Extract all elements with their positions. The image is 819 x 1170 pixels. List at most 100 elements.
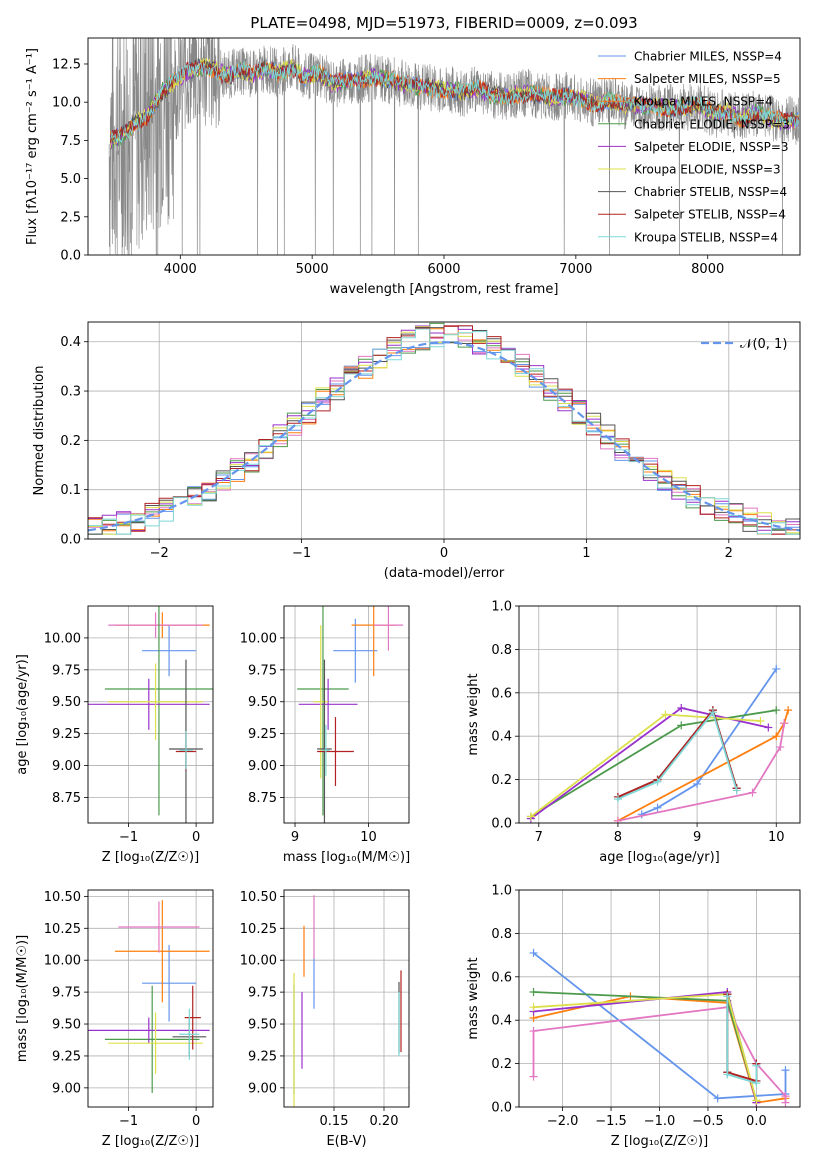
y-axis-label: Flux [fλ10⁻¹⁷ erg cm⁻² s⁻¹ A⁻¹] (25, 48, 40, 245)
y-tick-label: 9.00 (52, 759, 81, 774)
y-tick-label: 10.25 (240, 922, 277, 937)
x-axis-label: wavelength [Angstrom, rest frame] (330, 282, 559, 297)
x-tick-label: 4000 (164, 262, 197, 277)
y-tick-label: 9.25 (248, 1049, 277, 1064)
data-point-marker (637, 810, 646, 819)
panel-5: 7 8 9 10 0.0 0.2 0.4 0.6 0.8 1.0 age [log₁₀(age/yr… (466, 600, 801, 865)
y-tick-label: 0.2 (491, 773, 512, 788)
y-tick-label: 10.00 (240, 631, 277, 646)
data-point-marker (781, 1066, 790, 1075)
y-tick-label: 10.00 (240, 954, 277, 969)
plot-area (293, 895, 402, 1107)
y-tick-label: 10.00 (44, 954, 81, 969)
data-point-marker (752, 1079, 761, 1088)
y-tick-label: 9.75 (248, 663, 277, 678)
x-tick-label: 1 (582, 546, 590, 561)
x-axis-label: Z [log₁₀(Z/Z☉)] (611, 1134, 708, 1149)
x-tick-label: 8 (614, 830, 622, 845)
data-point-marker (529, 1027, 538, 1036)
y-axis-label: Normed distribution (32, 366, 47, 496)
legend-label-7: Chabrier STELIB, NSSP=4 (634, 185, 787, 199)
axes-frame (87, 321, 801, 540)
data-point-marker (653, 777, 662, 786)
legend-label-1: Chabrier MILES, NSSP=4 (634, 50, 782, 64)
plot-area (88, 900, 210, 1093)
x-tick-label: −1.5 (595, 1114, 627, 1129)
data-point-marker (723, 992, 732, 1001)
panel-8: −2.0 −1.5 −1.0 −0.5 0.0 0.0 0.2 0.4 0.6 0.8 1.0 Z [… (466, 884, 801, 1149)
data-point-marker (772, 732, 781, 741)
axes-frame (283, 605, 410, 824)
normal-curve-line (88, 341, 800, 532)
mass-weight-line-2 (617, 709, 789, 822)
y-tick-label: 10.50 (240, 890, 277, 905)
data-point-marker (772, 664, 781, 673)
plot-area (529, 948, 790, 1107)
x-tick-label: 2 (725, 546, 733, 561)
panel-2: −2 −1 0 1 2 0.0 0.1 0.2 0.3 0.4 (data-model)/error… (32, 321, 801, 581)
legend-label-2: Salpeter MILES, NSSP=5 (634, 72, 781, 86)
y-axis-label: mass [log₁₀(M/M☉)] (15, 935, 30, 1062)
legend-label: 𝒩(0, 1) (740, 337, 787, 352)
mass-weight-line-9 (726, 996, 758, 1085)
axes-frame (87, 605, 214, 824)
y-tick-label: 9.00 (52, 1081, 81, 1096)
mass-weight-line-6 (530, 713, 761, 818)
y-axis-label: mass weight (466, 957, 481, 1039)
y-tick-label: 10.00 (44, 631, 81, 646)
y-tick-label: 9.75 (52, 986, 81, 1001)
y-tick-label: 9.50 (52, 1018, 81, 1033)
y-tick-label: 2.5 (60, 210, 81, 225)
plot-area (108, 38, 800, 255)
data-point-marker (661, 710, 670, 719)
y-tick-label: 9.75 (248, 986, 277, 1001)
axes-frame (518, 605, 801, 824)
legend-label-6: Kroupa ELODIE, NSSP=3 (634, 163, 781, 177)
gridlines (519, 605, 800, 824)
x-tick-label: 7 (535, 830, 543, 845)
x-tick-label: −1.0 (644, 1114, 676, 1129)
y-tick-label: 9.50 (248, 695, 277, 710)
data-point-marker (677, 703, 686, 712)
x-tick-label: 5000 (296, 262, 329, 277)
y-tick-label: 1.0 (491, 600, 512, 615)
axes-frame (283, 889, 410, 1108)
legend-label-8: Salpeter STELIB, NSSP=4 (634, 208, 786, 222)
y-tick-label: 10.50 (44, 890, 81, 905)
y-tick-label: 0.2 (60, 434, 81, 449)
axes-frame (87, 37, 801, 256)
x-tick-label: 7000 (559, 262, 592, 277)
mass-weight-line-5 (530, 707, 769, 820)
legend-label-5: Salpeter ELODIE, NSSP=3 (634, 140, 789, 154)
y-tick-label: 0.0 (491, 817, 512, 832)
data-point-marker (529, 1003, 538, 1012)
data-point-marker (776, 743, 785, 752)
data-point-marker (713, 1094, 722, 1103)
legend-label-3: Kroupa MILES, NSSP=4 (634, 95, 773, 109)
y-tick-label: 0.6 (491, 686, 512, 701)
y-tick-label: 9.00 (248, 759, 277, 774)
panel-6: −1 0 9.00 9.25 9.50 9.75 10.00 10.25 10.50 Z [log… (15, 889, 214, 1149)
x-axis-label: (data-model)/error (384, 566, 505, 581)
y-tick-label: 0.2 (491, 1057, 512, 1072)
x-axis-label: age [log₁₀(age/yr)] (599, 850, 720, 865)
gridlines (284, 890, 409, 1107)
data-point-marker (732, 786, 741, 795)
x-tick-label: 10 (768, 830, 785, 845)
y-tick-label: 0.8 (491, 927, 512, 942)
y-tick-label: 0.4 (491, 730, 512, 745)
y-tick-label: 0.4 (491, 1014, 512, 1029)
data-point-marker (764, 723, 773, 732)
legend-label-4: Chabrier ELODIE, NSSP=3 (634, 117, 790, 131)
x-axis-label: Z [log₁₀(Z/Z☉)] (102, 1134, 199, 1149)
legend-label-9: Kroupa STELIB, NSSP=4 (634, 230, 778, 244)
y-tick-label: 12.5 (52, 57, 81, 72)
y-tick-label: 9.25 (248, 727, 277, 742)
data-point-marker (784, 706, 793, 715)
panel-7: 0.15 0.20 9.00 9.25 9.50 9.75 10.00 10.25 10.50 E… (240, 889, 410, 1149)
y-tick-label: 9.50 (248, 1018, 277, 1033)
gridlines (88, 890, 213, 1107)
x-tick-label: 10 (360, 830, 377, 845)
y-tick-label: 0.8 (491, 643, 512, 658)
data-point-marker (772, 706, 781, 715)
